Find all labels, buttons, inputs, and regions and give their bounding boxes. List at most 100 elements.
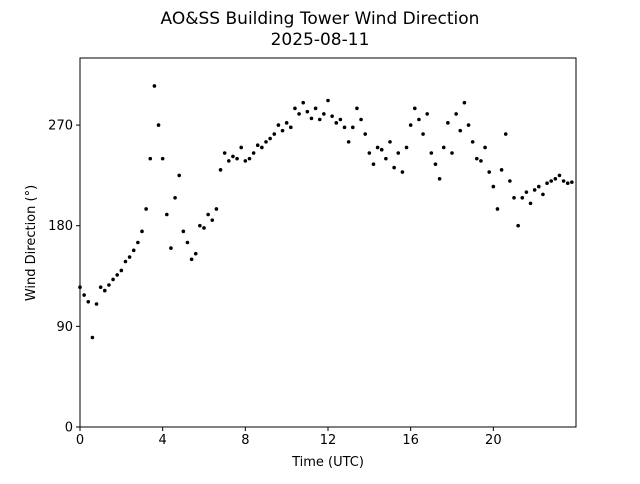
data-point: [495, 207, 500, 211]
data-point: [462, 100, 467, 105]
data-point: [123, 259, 128, 264]
data-point: [479, 159, 483, 163]
data-point: [450, 151, 454, 155]
data-point: [185, 240, 190, 245]
data-point: [140, 229, 144, 234]
x-tick-label: 16: [402, 433, 419, 448]
data-point: [433, 162, 438, 167]
data-point: [293, 106, 297, 111]
data-point: [346, 140, 351, 144]
data-point: [537, 184, 541, 189]
data-point: [210, 218, 215, 222]
data-point: [437, 176, 442, 181]
data-point: [338, 117, 343, 122]
data-point: [512, 195, 516, 200]
data-point: [396, 151, 401, 155]
data-point: [379, 147, 384, 152]
data-point: [98, 285, 103, 290]
data-point: [528, 201, 533, 206]
data-point: [549, 179, 553, 183]
data-point: [222, 151, 227, 155]
plot-frame: [79, 57, 577, 428]
data-point: [239, 145, 243, 150]
data-point: [371, 162, 376, 167]
data-point: [404, 145, 409, 150]
data-point: [255, 143, 260, 148]
data-point: [165, 212, 169, 217]
data-point: [425, 112, 430, 116]
data-point: [305, 109, 310, 114]
data-point: [218, 168, 223, 172]
data-point: [214, 207, 219, 211]
y-tick-label: 0: [65, 421, 73, 436]
data-point: [466, 123, 471, 127]
data-point: [541, 192, 545, 197]
data-point: [94, 302, 99, 306]
data-point: [231, 154, 235, 159]
data-point: [90, 335, 95, 340]
data-point: [400, 170, 405, 174]
data-point: [152, 84, 157, 88]
data-point: [103, 288, 107, 293]
data-point: [86, 299, 91, 304]
data-point: [297, 112, 301, 116]
data-point: [243, 159, 248, 163]
x-tick-label: 12: [320, 433, 337, 448]
data-point: [227, 159, 231, 163]
data-point: [388, 140, 392, 144]
data-point: [284, 121, 289, 125]
data-point: [144, 207, 148, 211]
chart-title: AO&SS Building Tower Wind Direction: [161, 9, 480, 29]
data-point: [421, 132, 425, 136]
data-point: [483, 145, 487, 150]
data-point: [499, 168, 504, 172]
data-point: [363, 132, 368, 136]
data-point: [532, 188, 537, 192]
data-point: [342, 125, 347, 130]
data-point: [408, 123, 413, 127]
data-point: [545, 181, 549, 186]
data-point: [272, 132, 277, 136]
data-point: [487, 170, 492, 174]
data-point: [131, 248, 136, 253]
data-point: [111, 277, 115, 282]
data-point: [334, 121, 339, 125]
data-point: [107, 283, 111, 287]
data-point: [82, 293, 86, 297]
data-point: [458, 128, 463, 133]
y-tick-label: 180: [48, 219, 73, 234]
x-axis-label: Time (UTC): [291, 455, 364, 470]
data-point: [251, 151, 256, 155]
data-point: [326, 98, 330, 103]
data-point: [189, 257, 194, 262]
data-point: [524, 190, 529, 194]
data-point: [470, 140, 475, 144]
data-point: [260, 145, 264, 150]
data-point: [553, 176, 558, 181]
data-point: [313, 106, 318, 111]
data-point: [503, 132, 508, 136]
data-point: [136, 240, 140, 245]
data-point: [454, 112, 458, 116]
data-point: [392, 165, 396, 170]
data-point: [198, 223, 202, 228]
data-point: [413, 106, 417, 111]
data-point: [276, 123, 281, 127]
data-point: [322, 112, 326, 116]
data-point: [417, 117, 421, 122]
data-point: [235, 156, 239, 161]
x-tick-label: 0: [76, 433, 84, 448]
x-tick-label: 20: [485, 433, 502, 448]
data-point: [441, 145, 446, 150]
data-point: [355, 106, 359, 111]
data-point: [570, 180, 574, 184]
data-point: [268, 136, 272, 141]
data-point: [289, 125, 293, 130]
data-point: [384, 156, 388, 161]
chart-subtitle: 2025-08-11: [271, 30, 370, 50]
data-point: [181, 229, 186, 234]
data-point: [177, 173, 181, 178]
data-point: [206, 212, 210, 217]
y-tick-label: 90: [56, 320, 73, 335]
